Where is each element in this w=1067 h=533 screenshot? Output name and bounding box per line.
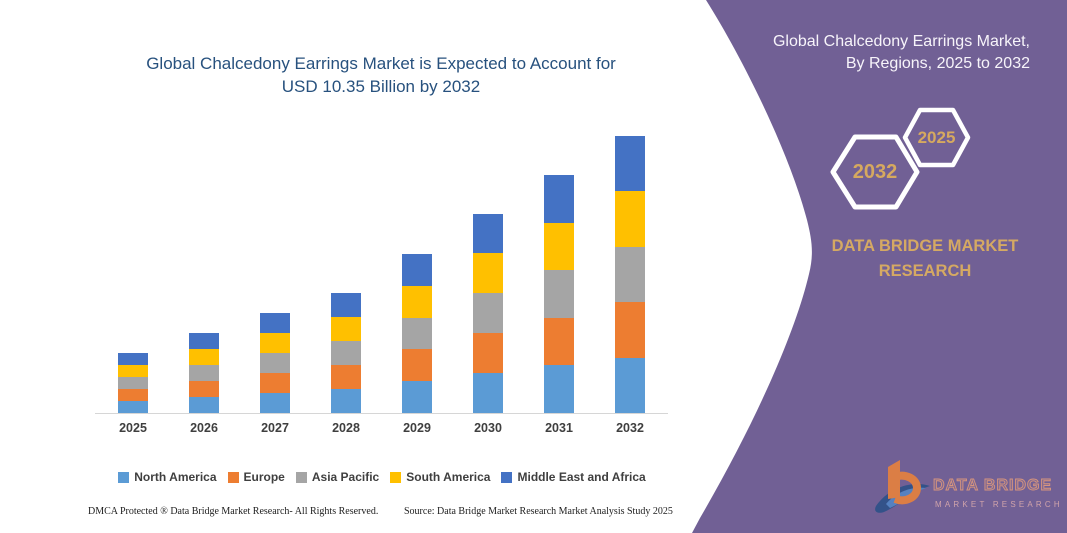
dbmr-logo: DATA BRIDGE MARKET RESEARCH <box>875 460 1063 513</box>
logo-b-bowl <box>892 471 922 505</box>
legend-marker <box>118 471 130 483</box>
legend-marker <box>501 471 513 483</box>
legend-item: Asia Pacific <box>295 470 380 484</box>
stacked-bar-2025 <box>118 353 148 413</box>
stacked-bar-2028 <box>331 292 361 413</box>
bar-segment <box>615 302 645 358</box>
stacked-bar-2029 <box>402 254 432 413</box>
bar-segment <box>544 270 574 318</box>
bar-segment <box>473 333 503 374</box>
bar-segment <box>118 389 148 401</box>
bar-segment <box>331 364 361 389</box>
bar-segment <box>189 348 219 365</box>
hexagon-2025-year: 2025 <box>917 127 956 147</box>
bar-segment <box>544 365 574 413</box>
bar-segment <box>118 377 148 389</box>
logo-b-stem <box>888 460 900 499</box>
bar-segment <box>402 254 432 286</box>
bar-segment <box>118 365 148 377</box>
panel-heading-line1: Global Chalcedony Earrings Market, <box>772 33 1030 50</box>
panel-heading-line2: By Regions, 2025 to 2032 <box>845 55 1030 72</box>
bar-segment <box>544 175 574 223</box>
bar-segment <box>189 364 219 381</box>
x-axis-label: 2031 <box>545 421 573 435</box>
legend-item: Middle East and Africa <box>501 470 646 484</box>
x-axis-label: 2025 <box>119 421 147 435</box>
x-axis-label: 2029 <box>403 421 431 435</box>
bar-segment <box>402 285 432 318</box>
source-note: Source: Data Bridge Market Research Mark… <box>404 506 673 517</box>
bar-segment <box>189 380 219 397</box>
hexagon-2032-year: 2032 <box>852 160 898 183</box>
bar-segment <box>331 316 361 341</box>
legend-item: Europe <box>227 470 285 484</box>
logo-subtext: MARKET RESEARCH <box>935 500 1063 509</box>
chart-title-line2: USD 10.35 Billion by 2032 <box>281 77 481 96</box>
bar-segment <box>118 353 148 365</box>
x-axis-label: 2027 <box>261 421 289 435</box>
legend-label: Asia Pacific <box>311 470 380 484</box>
hexagon-2025-outline <box>902 107 971 168</box>
bar-segment <box>331 340 361 365</box>
logo-wordmark: DATA BRIDGE <box>933 477 1052 494</box>
x-axis-label: 2032 <box>616 421 644 435</box>
hexagon-2032-outline <box>830 134 920 210</box>
stacked-bar-2032 <box>615 136 645 413</box>
x-axis-label: 2030 <box>474 421 502 435</box>
plot-area <box>95 133 668 414</box>
bar-segment <box>473 213 503 254</box>
bar-segment <box>118 401 148 413</box>
x-axis-label: 2026 <box>190 421 218 435</box>
legend-marker <box>227 471 239 483</box>
bar-segment <box>189 396 219 413</box>
bar-group <box>95 133 668 413</box>
brand-name: DATA BRIDGE MARKET RESEARCH <box>795 234 1055 284</box>
bar-segment <box>402 349 432 382</box>
legend-label: North America <box>134 470 217 484</box>
bar-segment <box>615 191 645 247</box>
legend-marker <box>295 471 307 483</box>
stacked-bar-2031 <box>544 175 574 413</box>
dmca-notice: DMCA Protected ® Data Bridge Market Rese… <box>88 506 379 517</box>
legend-label: South America <box>406 470 491 484</box>
legend-marker <box>390 471 402 483</box>
chart-title: Global Chalcedony Earrings Market is Exp… <box>85 52 677 98</box>
bar-segment <box>260 352 290 373</box>
bar-segment <box>331 388 361 413</box>
chart-legend: North America Europe Asia Pacific South Ame… <box>88 470 676 484</box>
bar-segment <box>260 312 290 333</box>
bar-segment <box>331 292 361 317</box>
legend-label: Middle East and Africa <box>517 470 646 484</box>
stacked-bar-2026 <box>189 332 219 413</box>
x-axis-label: 2028 <box>332 421 360 435</box>
bar-segment <box>260 392 290 413</box>
bar-segment <box>402 317 432 350</box>
legend-item: North America <box>118 470 217 484</box>
bar-segment <box>615 357 645 413</box>
bar-segment <box>260 332 290 353</box>
bar-segment <box>544 317 574 366</box>
x-axis-labels: 2025 2026 2027 2028 2029 2030 2031 2032 <box>95 421 668 435</box>
bar-segment <box>615 246 645 303</box>
panel-background-shape <box>692 0 1067 533</box>
bar-segment <box>260 372 290 393</box>
brand-name-line2: RESEARCH <box>878 262 972 280</box>
chart-title-line1: Global Chalcedony Earrings Market is Exp… <box>146 54 616 73</box>
bar-segment <box>189 332 219 349</box>
bar-segment <box>473 373 503 413</box>
stacked-bar-2030 <box>473 213 503 413</box>
bar-segment <box>544 222 574 271</box>
bar-segment <box>473 293 503 334</box>
bar-segment <box>473 253 503 294</box>
legend-item: South America <box>390 470 490 484</box>
bar-segment <box>402 381 432 413</box>
legend-label: Europe <box>243 470 285 484</box>
stacked-bar-2027 <box>260 312 290 413</box>
panel-heading: Global Chalcedony Earrings Market, By Re… <box>720 31 1030 75</box>
brand-name-line1: DATA BRIDGE MARKET <box>831 237 1019 255</box>
bar-segment <box>615 136 645 192</box>
